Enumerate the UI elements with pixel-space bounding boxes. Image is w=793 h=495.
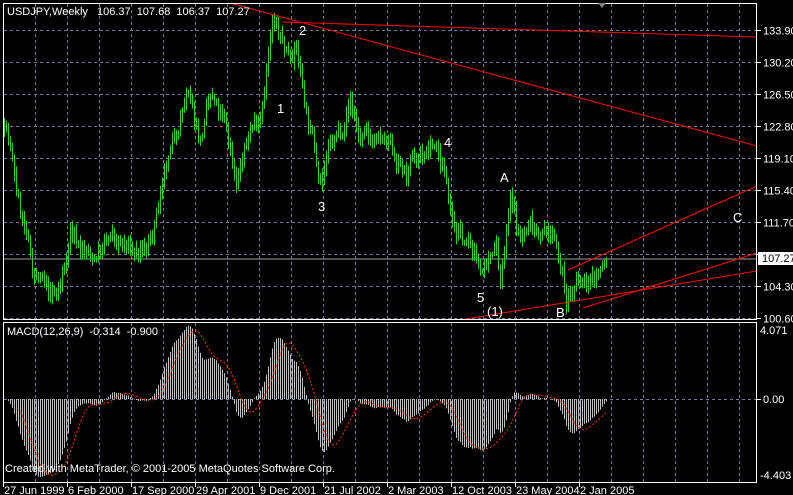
macd-tick-label: 0.00 xyxy=(763,394,784,406)
wave-label-1: 1 xyxy=(277,101,284,116)
main-panel-border xyxy=(3,3,757,320)
symbol-timeframe: USDJPY,Weekly xyxy=(7,6,88,18)
time-tick-label: 12 Oct 2003 xyxy=(452,485,512,495)
chart-shift-marker-icon[interactable] xyxy=(598,3,606,8)
wave-label-2: 2 xyxy=(299,23,306,38)
macd-value: -0.314 xyxy=(89,326,120,338)
wave-label-a: A xyxy=(500,170,509,185)
price-tick-label: 115.40 xyxy=(763,186,793,198)
time-axis[interactable]: 27 Jun 1999 6 Feb 2000 17 Sep 2000 29 Apr 2… xyxy=(3,483,635,495)
time-tick-label: 29 Apr 2001 xyxy=(196,485,255,495)
wave-label-5: 5 xyxy=(477,290,484,305)
watermark: Created with MetaTrader, © 2001-2005 Met… xyxy=(5,463,335,475)
wave-labels: 1 2 3 4 5 (1) A B C xyxy=(277,23,742,320)
macd-histogram xyxy=(6,325,607,477)
price-tick-label: 119.10 xyxy=(763,154,793,166)
time-tick-label: 6 Feb 2000 xyxy=(68,485,124,495)
trendline-base[interactable] xyxy=(460,270,757,320)
time-tick-label: 2 Mar 2003 xyxy=(388,485,444,495)
price-tick-label: 133.90 xyxy=(763,26,793,38)
macd-signal-value: -0.900 xyxy=(127,326,158,338)
price-axis[interactable]: 133.90 130.20 126.50 122.80 119.10 115.40 111.… xyxy=(757,26,793,326)
last-close: 107.27 xyxy=(216,6,250,18)
wave-label-3: 3 xyxy=(318,199,325,214)
macd-header: MACD(12,26,9) -0.314 -0.900 xyxy=(7,326,158,338)
macd-tick-label: -4.403 xyxy=(760,470,791,482)
time-tick-label: 21 Jul 2002 xyxy=(324,485,381,495)
last-open: 106.37 xyxy=(97,6,131,18)
trendline-channel-lower[interactable] xyxy=(582,252,757,309)
trendline-upper-resistance[interactable] xyxy=(230,3,757,147)
trendline-horizontal-top[interactable] xyxy=(281,21,757,38)
price-tick-label: 126.50 xyxy=(763,90,793,102)
wave-label-c: C xyxy=(733,210,742,225)
current-price-label: 107.27 xyxy=(762,253,793,265)
wave-label-1-paren: (1) xyxy=(487,304,503,319)
wave-label-4: 4 xyxy=(444,135,451,150)
time-tick-label: 2 Jan 2005 xyxy=(580,485,634,495)
macd-signal-line xyxy=(20,330,607,476)
last-high: 107.68 xyxy=(137,6,171,18)
time-tick-label: 23 May 2004 xyxy=(516,485,580,495)
time-tick-label: 27 Jun 1999 xyxy=(4,485,65,495)
trendline-channel-upper[interactable] xyxy=(567,185,757,271)
last-low: 106.37 xyxy=(176,6,210,18)
wave-label-b: B xyxy=(556,305,565,320)
price-tick-label: 100.60 xyxy=(763,314,793,326)
chart-header: USDJPY,Weekly 106.37 107.68 106.37 107.2… xyxy=(7,6,250,18)
trendlines[interactable] xyxy=(230,3,757,320)
grid xyxy=(4,4,756,482)
price-tick-label: 111.70 xyxy=(763,218,793,230)
time-tick-label: 17 Sep 2000 xyxy=(132,485,194,495)
macd-title: MACD(12,26,9) xyxy=(7,326,83,338)
macd-tick-label: 4.071 xyxy=(760,325,788,337)
price-tick-label: 130.20 xyxy=(763,58,793,70)
current-price-tag: 107.27 xyxy=(758,252,793,265)
price-tick-label: 122.80 xyxy=(763,122,793,134)
macd-panel-border xyxy=(3,322,757,483)
macd-axis: 4.071 0.00 -4.403 xyxy=(757,325,791,482)
time-tick-label: 9 Dec 2001 xyxy=(260,485,316,495)
price-bars xyxy=(4,12,607,314)
price-tick-label: 104.30 xyxy=(763,282,793,294)
